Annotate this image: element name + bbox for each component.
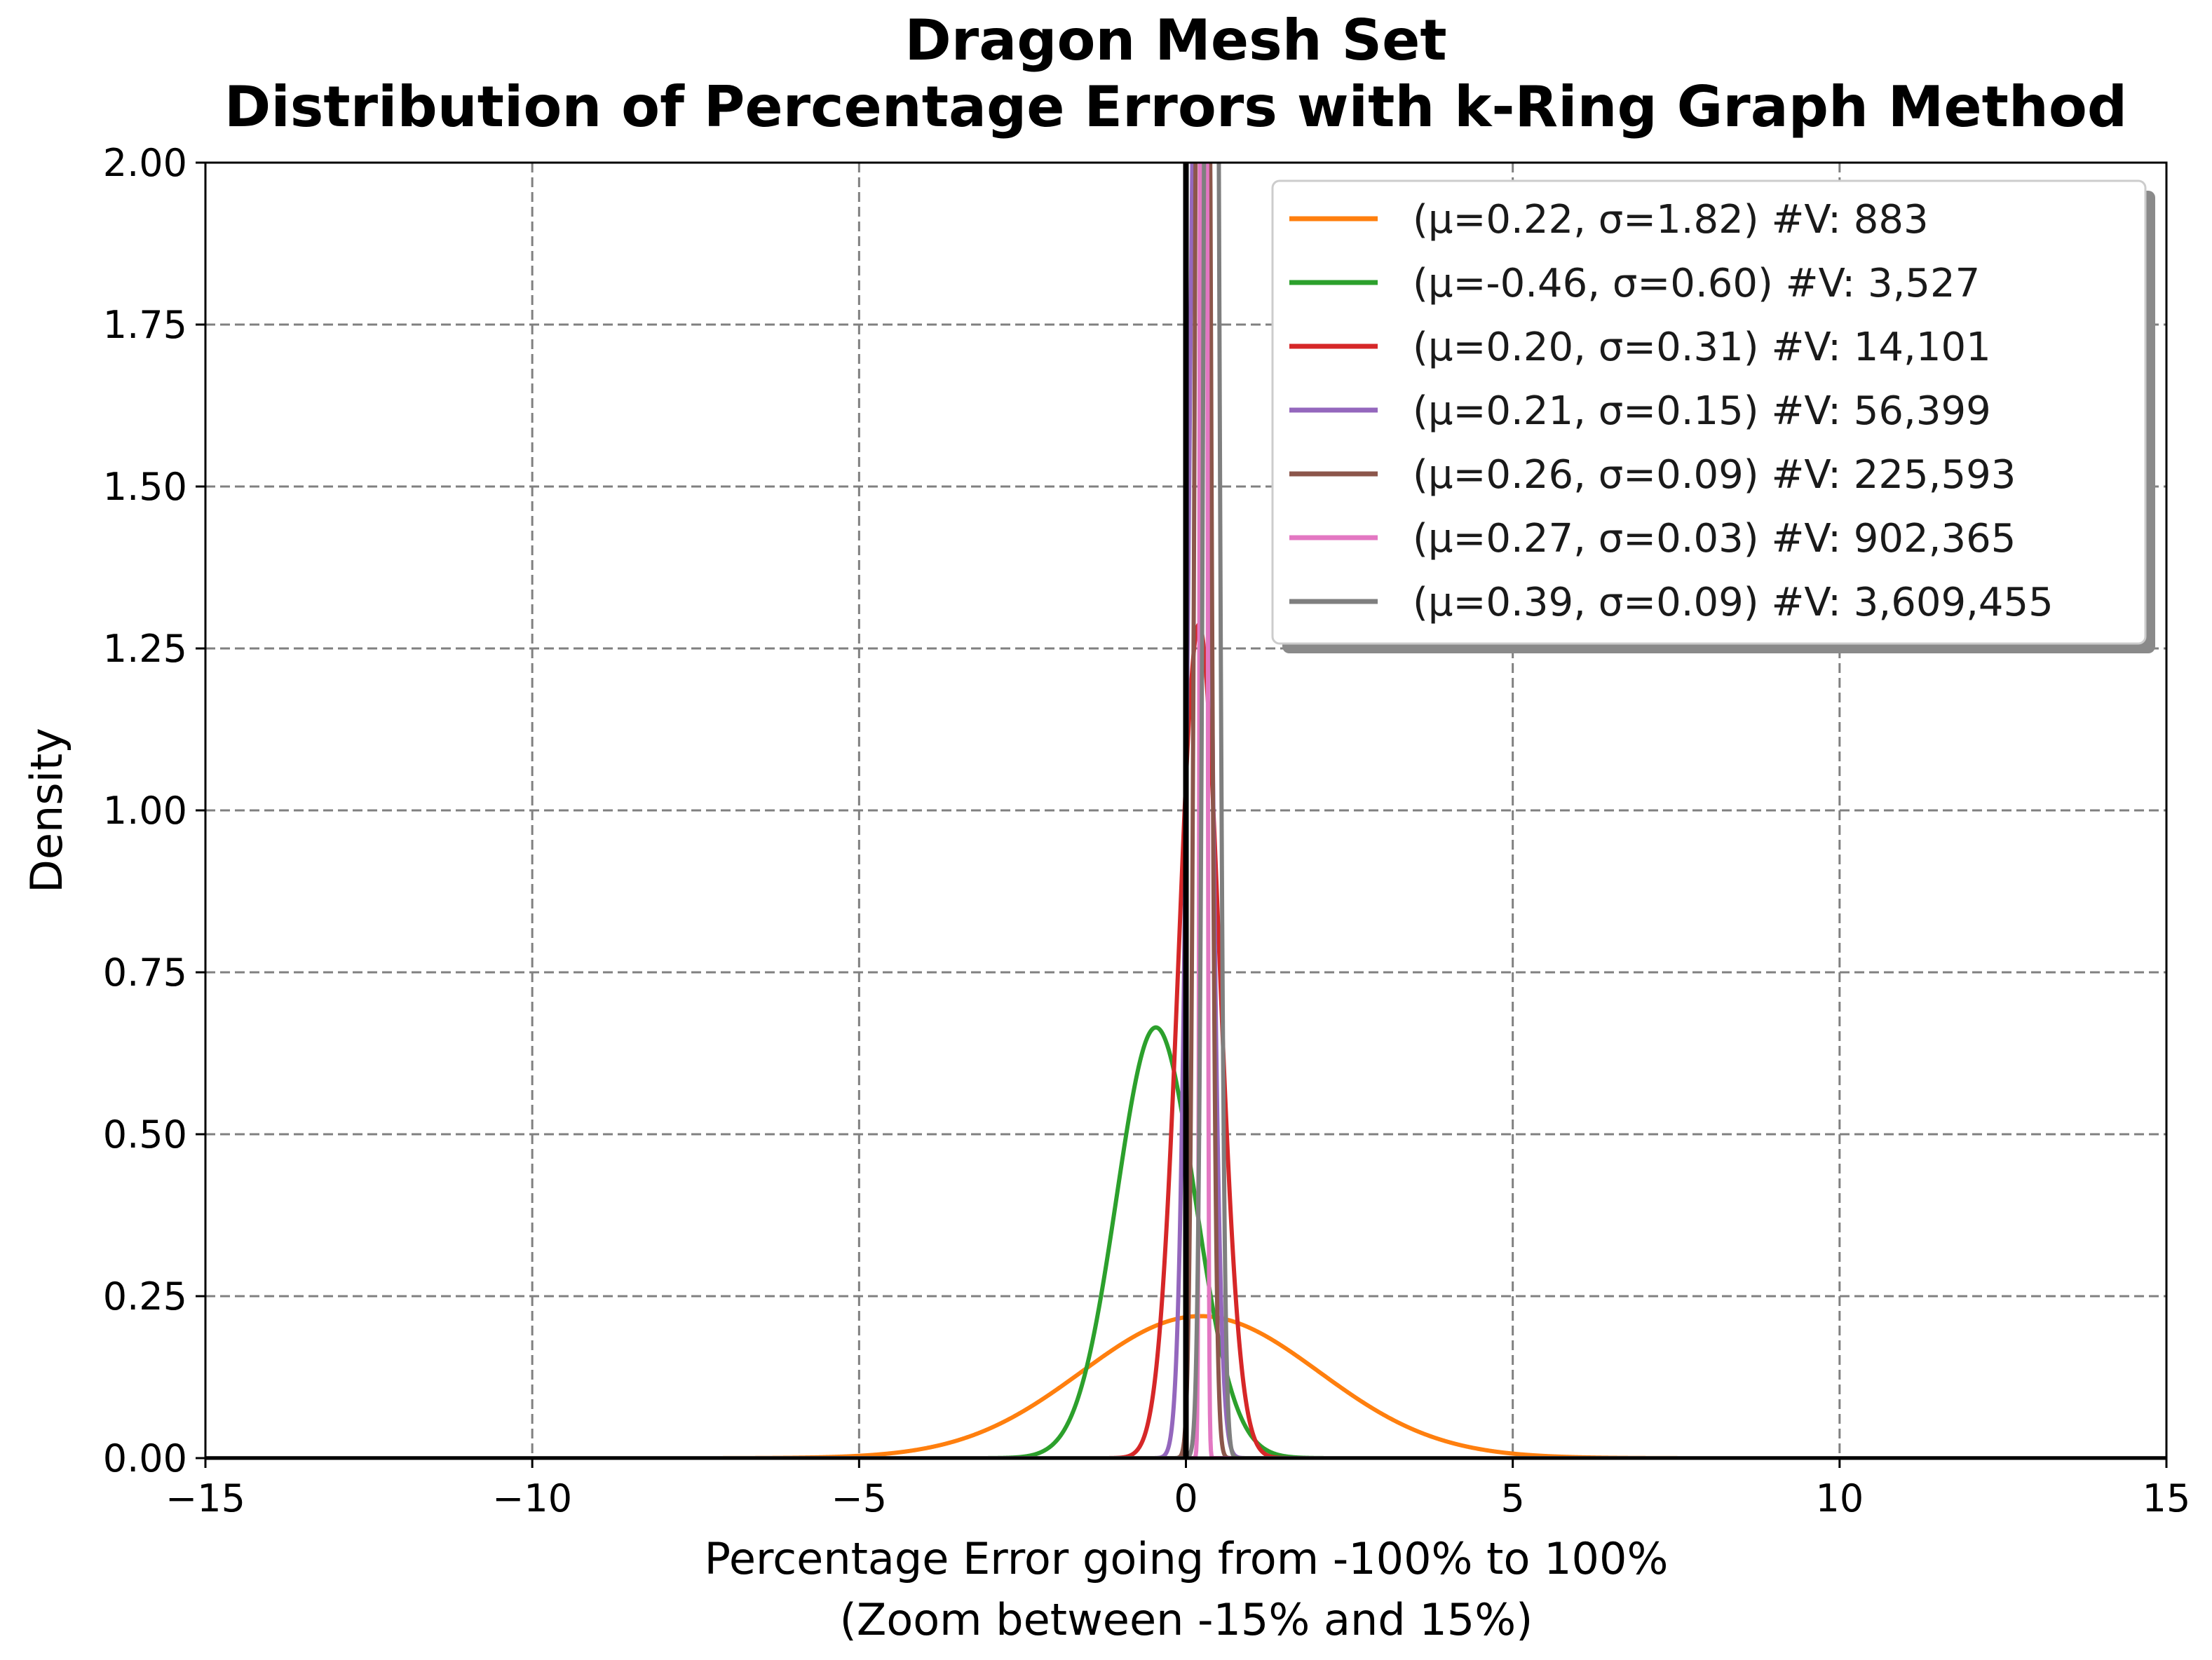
legend-entry-label: (μ=0.27, σ=0.03) #V: 902,365 xyxy=(1413,516,2016,562)
legend-entry-label: (μ=0.39, σ=0.09) #V: 3,609,455 xyxy=(1413,580,2054,625)
x-axis-ticks: −15 −10 −5 0 5 10 15 xyxy=(165,1458,2190,1520)
y-tick-label: 1.75 xyxy=(103,303,187,347)
y-tick-label: 1.25 xyxy=(103,627,187,671)
legend-box xyxy=(1271,179,2147,645)
x-tick-label: 15 xyxy=(2143,1476,2191,1520)
x-tick-label: −5 xyxy=(832,1476,888,1520)
legend-entry-label: (μ=0.20, σ=0.31) #V: 14,101 xyxy=(1413,325,1991,370)
y-tick-label: 0.75 xyxy=(103,951,187,995)
y-tick-label: 1.50 xyxy=(103,465,187,509)
x-axis-label: Percentage Error going from -100% to 100… xyxy=(705,1533,1669,1584)
legend-entry-label: (μ=0.26, σ=0.09) #V: 225,593 xyxy=(1413,452,2016,498)
x-axis-sublabel: (Zoom between -15% and 15%) xyxy=(840,1594,1533,1645)
y-tick-label: 1.00 xyxy=(103,789,187,833)
y-axis-label: Density xyxy=(21,728,72,893)
y-tick-label: 0.25 xyxy=(103,1274,187,1319)
legend-entry-label: (μ=0.21, σ=0.15) #V: 56,399 xyxy=(1413,388,1991,434)
x-tick-label: −10 xyxy=(492,1476,572,1520)
chart-subtitle: Distribution of Percentage Errors with k… xyxy=(224,74,2127,140)
legend: (μ=0.22, σ=1.82) #V: 883 (μ=-0.46, σ=0.60… xyxy=(1271,179,2155,653)
x-tick-label: 10 xyxy=(1815,1476,1864,1520)
legend-entry-label: (μ=0.22, σ=1.82) #V: 883 xyxy=(1413,197,1929,243)
y-tick-label: 2.00 xyxy=(103,141,187,185)
x-tick-label: 5 xyxy=(1500,1476,1524,1520)
x-tick-label: −15 xyxy=(165,1476,245,1520)
y-axis-ticks: 0.00 0.25 0.50 0.75 1.00 1.25 1.50 1.75 2.00 xyxy=(103,141,205,1481)
legend-entry-label: (μ=-0.46, σ=0.60) #V: 3,527 xyxy=(1413,261,1980,306)
chart-title: Dragon Mesh Set xyxy=(904,8,1446,73)
x-tick-label: 0 xyxy=(1174,1476,1197,1520)
y-tick-label: 0.50 xyxy=(103,1113,187,1157)
y-tick-label: 0.00 xyxy=(103,1436,187,1481)
